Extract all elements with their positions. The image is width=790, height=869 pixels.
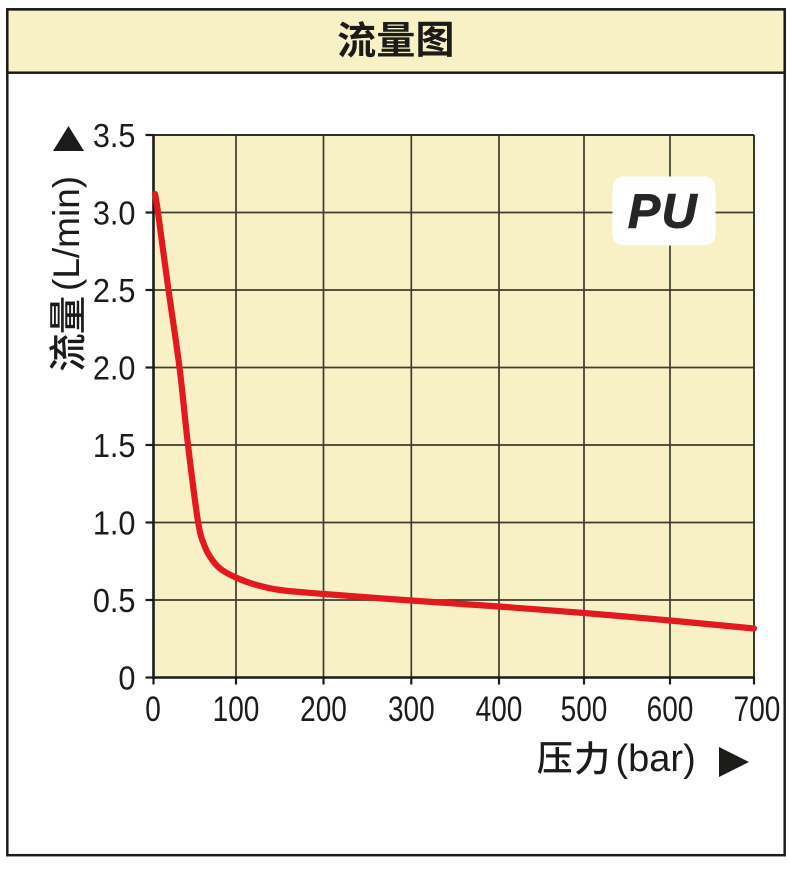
svg-text:2.5: 2.5 (93, 272, 136, 309)
svg-text:200: 200 (300, 689, 347, 729)
svg-text:3.5: 3.5 (93, 117, 136, 154)
svg-text:(bar): (bar) (616, 738, 696, 780)
svg-text:2.0: 2.0 (93, 349, 136, 386)
svg-text:600: 600 (647, 689, 694, 729)
svg-text:3.0: 3.0 (93, 194, 136, 231)
svg-text:300: 300 (388, 689, 435, 729)
svg-text:100: 100 (213, 689, 260, 729)
svg-text:400: 400 (476, 689, 523, 729)
svg-text:700: 700 (734, 689, 781, 729)
svg-text:(L/min): (L/min) (46, 176, 87, 291)
svg-text:PU: PU (628, 185, 699, 239)
svg-text:1.5: 1.5 (93, 427, 136, 464)
svg-text:1.0: 1.0 (93, 504, 136, 541)
svg-text:0.5: 0.5 (93, 582, 136, 619)
svg-text:0: 0 (145, 689, 161, 729)
svg-text:0: 0 (118, 659, 135, 696)
svg-text:500: 500 (561, 689, 608, 729)
